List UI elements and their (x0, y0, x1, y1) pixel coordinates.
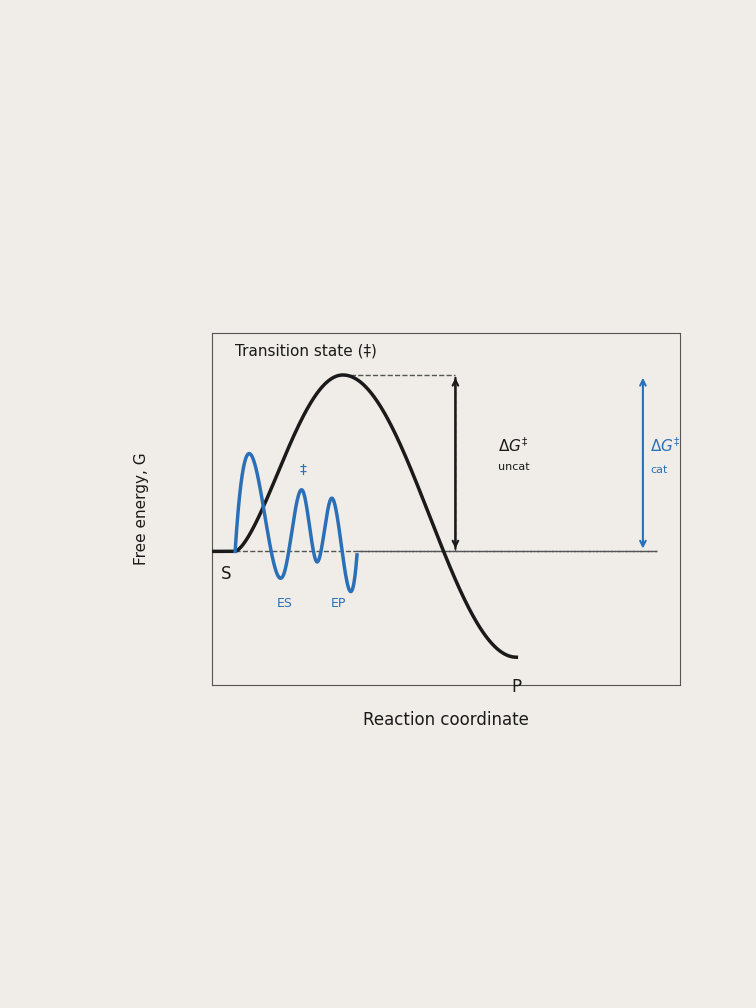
Text: Free energy, G: Free energy, G (134, 453, 149, 565)
Text: $\Delta G^{\ddagger}$: $\Delta G^{\ddagger}$ (650, 436, 680, 455)
Text: $\ddagger$: $\ddagger$ (299, 463, 308, 478)
Text: EP: EP (330, 597, 346, 610)
Text: cat: cat (650, 466, 668, 475)
Text: P: P (511, 678, 522, 697)
Text: Reaction coordinate: Reaction coordinate (363, 711, 529, 729)
Text: S: S (221, 565, 231, 584)
Text: Transition state (‡): Transition state (‡) (235, 344, 377, 358)
Text: uncat: uncat (497, 462, 529, 472)
Text: ES: ES (277, 597, 293, 610)
Text: $\Delta G^{\ddagger}$: $\Delta G^{\ddagger}$ (497, 436, 528, 455)
